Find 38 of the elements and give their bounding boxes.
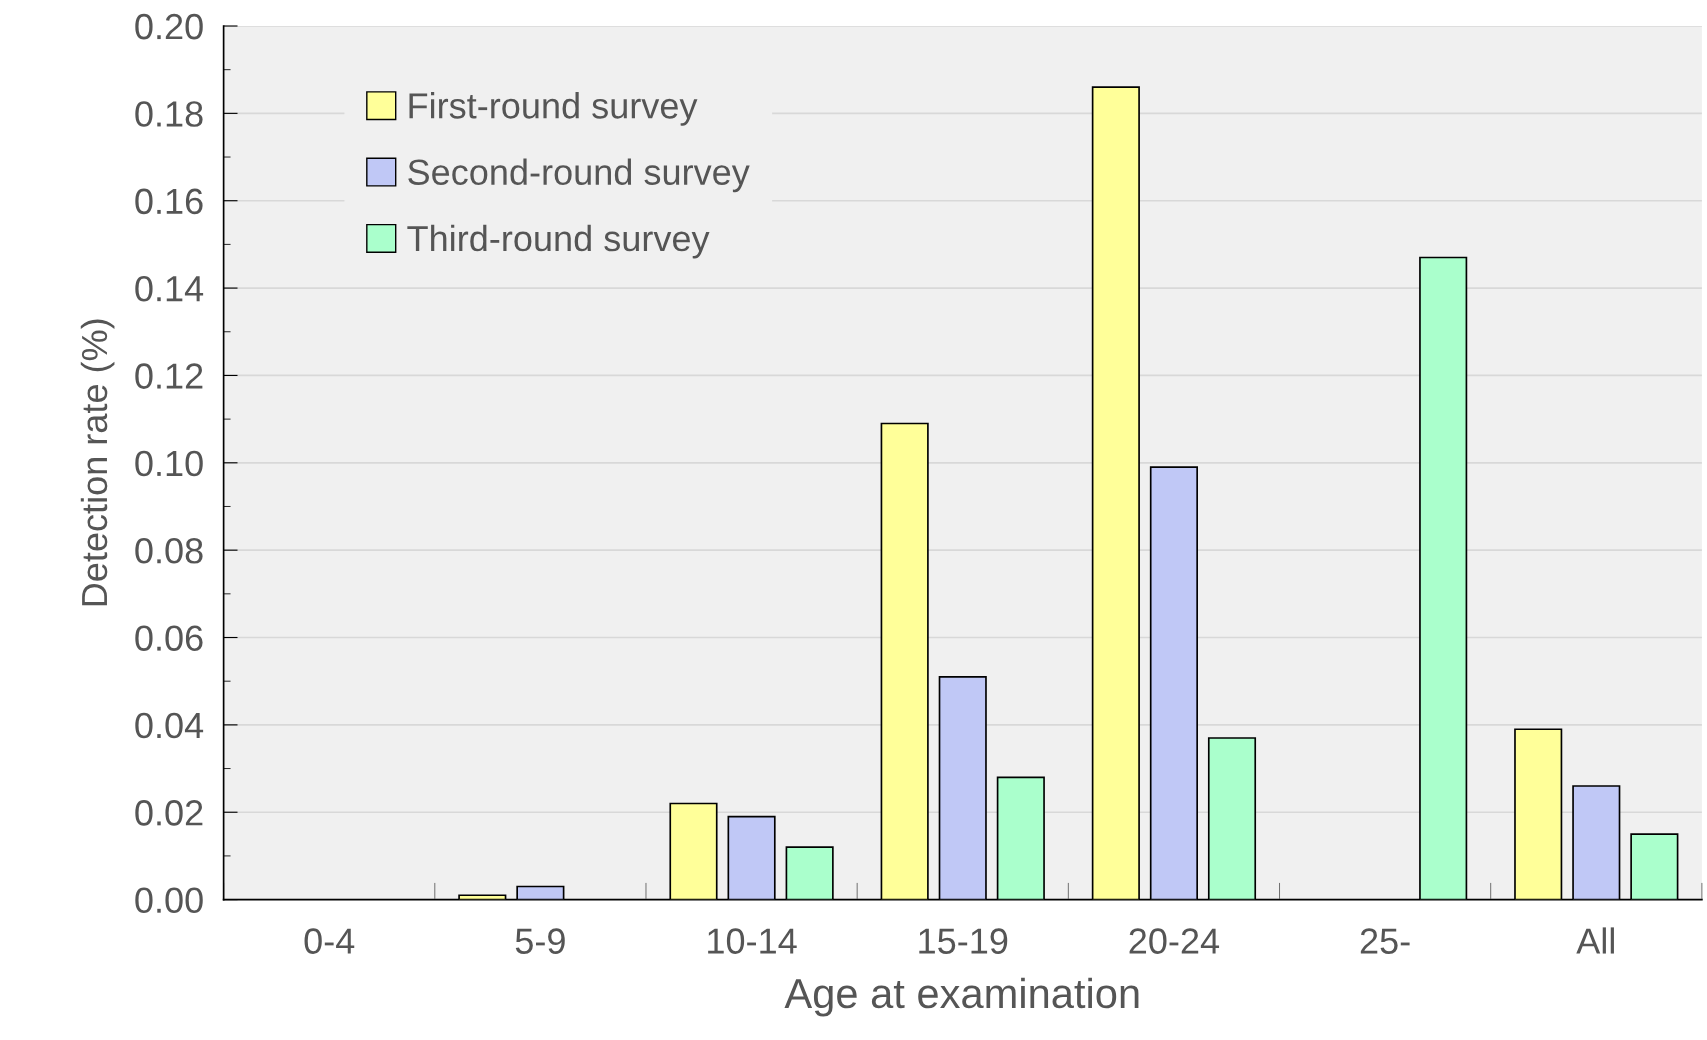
bar [1207,737,1257,900]
bar [1149,466,1198,900]
y-tick-label: 0.12 [135,363,203,389]
y-tick-label: 0.00 [135,887,203,914]
x-tick-label: 10-14 [708,928,797,954]
x-tick-label: 0-4 [304,928,355,954]
legend-label: Second-round survey [408,158,750,193]
bar [938,675,987,900]
y-tick-label: 0.20 [135,13,203,40]
y-tick-label: 0.10 [135,450,203,477]
x-tick-label: All [1576,927,1614,954]
bar [1572,785,1621,900]
x-tick-label: 20-24 [1129,928,1220,954]
bar [1630,833,1679,900]
y-tick-label: 0.18 [135,101,203,127]
y-tick-label: 0.06 [135,625,203,651]
legend-label: Third-round survey [407,224,710,259]
bar [458,894,507,900]
legend-label: First-round survey [409,92,698,126]
bar [1091,86,1140,900]
y-axis-title: Detection rate (%) [80,319,115,606]
bar [516,885,565,900]
bar [1419,256,1468,900]
bar [727,815,776,900]
bar [669,802,718,900]
x-tick-label: 15-19 [919,928,1008,954]
bar [880,422,929,900]
y-tick-label: 0.08 [135,538,203,564]
bar [785,846,834,900]
x-tick-label: 25- [1360,928,1410,954]
bar [996,776,1045,900]
bar [1514,728,1563,900]
y-tick-label: 0.02 [135,800,203,826]
y-tick-label: 0.14 [135,275,204,302]
x-axis-title: Age at examination [784,977,1139,1017]
y-tick-label: 0.04 [135,712,204,739]
y-tick-label: 0.16 [135,188,203,215]
x-tick-label: 5-9 [515,928,565,954]
